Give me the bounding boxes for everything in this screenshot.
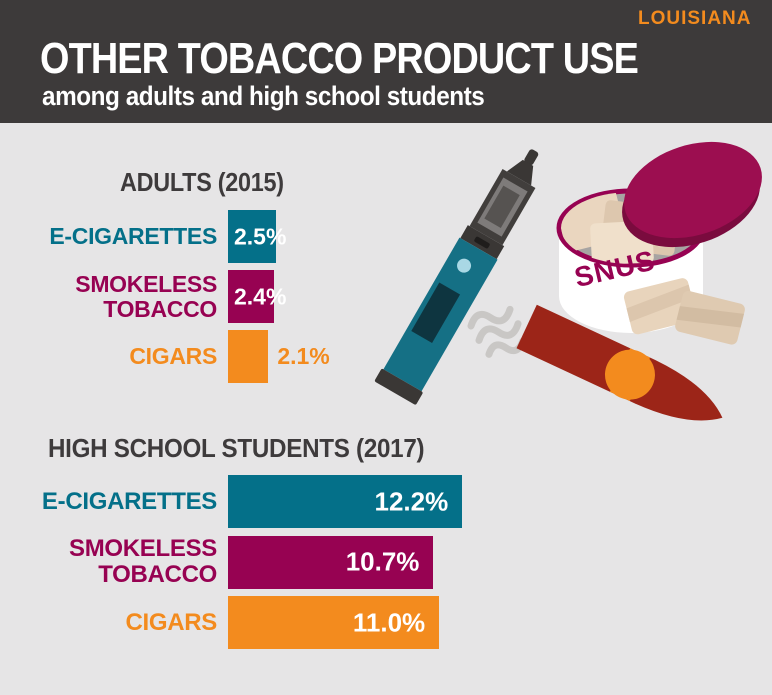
category-label: SMOKELESS TOBACCO xyxy=(69,535,217,588)
bar-cigars: 11.0% xyxy=(228,596,440,649)
category-label: CIGARS xyxy=(125,608,217,636)
snus-label: SNUS xyxy=(572,244,659,293)
category-label: CIGARS xyxy=(129,343,217,370)
chart-high-school: E-CIGARETTES 12.2% SMOKELESS TOBACCO 10.7% C… xyxy=(0,475,500,657)
bar-cigars xyxy=(228,330,269,383)
snus-tin-icon: SNUS xyxy=(556,141,762,345)
chart-title-adults: ADULTS (2015) xyxy=(120,167,284,197)
value-label: 2.4% xyxy=(234,283,287,309)
bar-e-cigarettes: 2.5% xyxy=(228,210,286,263)
header: LOUISIANA OTHER TOBACCO PRODUCT USE amon… xyxy=(0,0,772,123)
chart-adults: E-CIGARETTES 2.5% SMOKELESS TOBACCO 2.4% CIG… xyxy=(0,210,500,390)
bar-row: SMOKELESS TOBACCO 10.7% xyxy=(0,535,500,589)
value-label: 2.1% xyxy=(277,343,330,369)
bar-row: CIGARS 11.0% xyxy=(0,596,500,649)
snus-tin-body xyxy=(559,228,703,333)
bar-e-cigarettes: 12.2% xyxy=(228,475,463,528)
brand-logo: LOUISIANA xyxy=(638,8,752,29)
page-subtitle: among adults and high school students xyxy=(42,81,485,111)
snus-pouch xyxy=(623,278,697,335)
cigar-body xyxy=(516,304,723,421)
category-label: SMOKELESS TOBACCO xyxy=(75,270,217,322)
snus-pouch xyxy=(675,290,745,345)
snus-tin-rim xyxy=(556,188,706,268)
page-title: OTHER TOBACCO PRODUCT USE xyxy=(40,34,639,83)
snus-lid xyxy=(624,141,762,239)
chart-title-high-school: HIGH SCHOOL STUDENTS (2017) xyxy=(48,433,425,463)
value-label: 11.0% xyxy=(352,607,426,637)
vape-mouthpiece-tip xyxy=(524,149,539,166)
bar-row: SMOKELESS TOBACCO 2.4% xyxy=(0,270,500,323)
category-label: E-CIGARETTES xyxy=(41,487,217,515)
value-label: 12.2% xyxy=(374,486,449,516)
bar-smokeless-tobacco: 10.7% xyxy=(228,535,434,589)
cigar-band-medallion xyxy=(604,349,655,400)
vape-mouthpiece xyxy=(506,159,534,186)
bar-row: E-CIGARETTES 12.2% xyxy=(0,475,500,528)
bar-row: E-CIGARETTES 2.5% xyxy=(0,210,500,263)
snus-lid-rim xyxy=(622,150,760,248)
category-label: E-CIGARETTES xyxy=(49,223,217,250)
cigar-band xyxy=(609,348,651,402)
value-label: 10.7% xyxy=(345,546,420,577)
value-label: 2.5% xyxy=(234,223,287,249)
snus-pouches-inside xyxy=(561,192,701,264)
cigar-icon xyxy=(516,304,723,421)
bar-smokeless-tobacco: 2.4% xyxy=(228,270,286,323)
bar-row: CIGARS 2.1% xyxy=(0,330,500,383)
